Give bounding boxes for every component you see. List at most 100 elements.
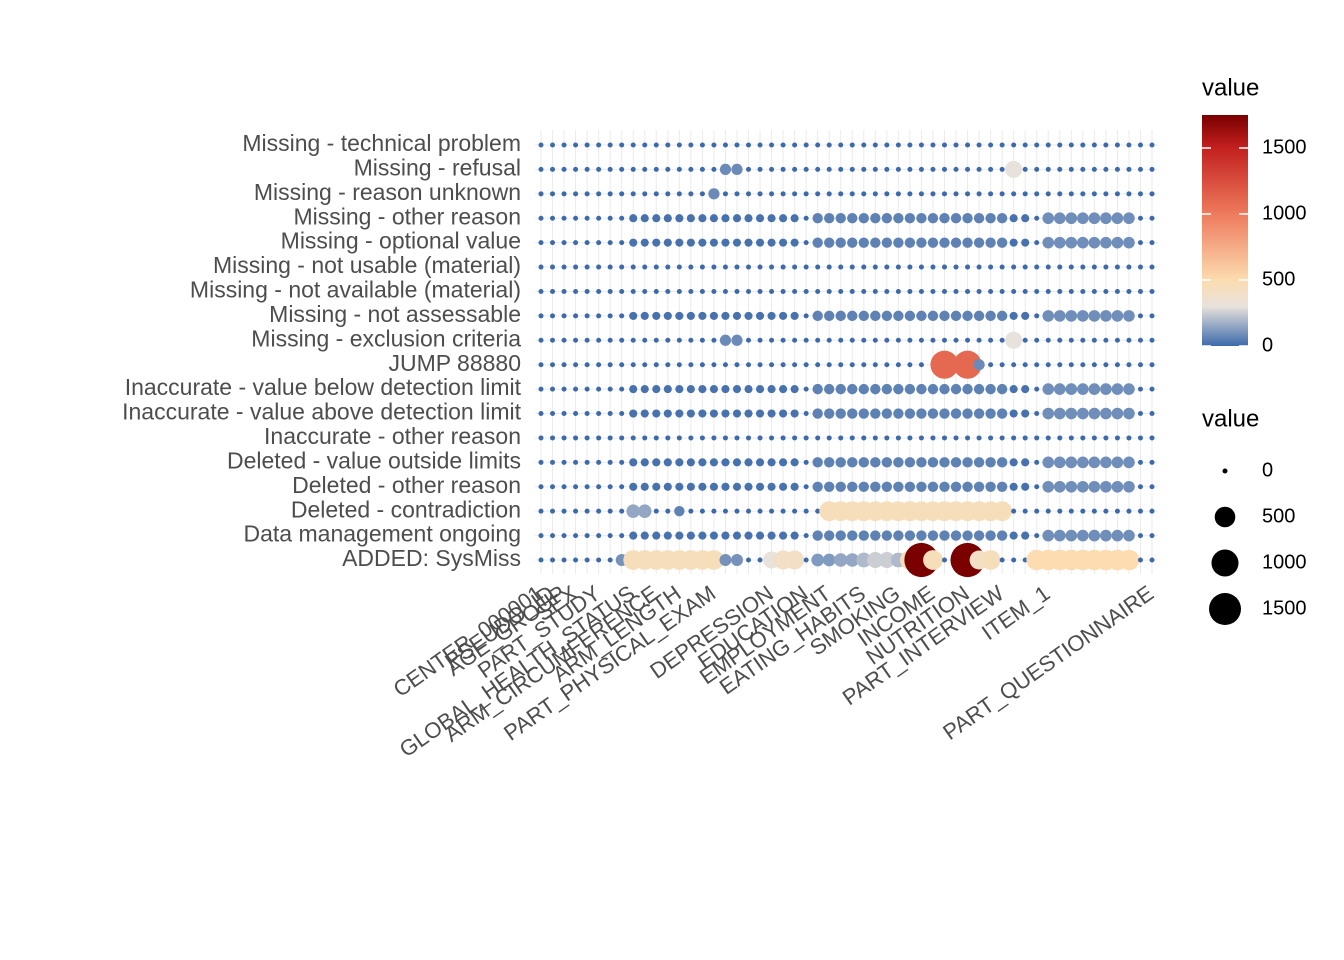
dot (1080, 362, 1086, 368)
dot (872, 191, 878, 197)
dot (999, 166, 1005, 172)
dot (927, 530, 939, 541)
dot (757, 142, 763, 148)
dot (607, 313, 613, 319)
dot (1009, 214, 1018, 223)
dot (769, 435, 775, 441)
dot (907, 337, 913, 343)
dot (847, 310, 858, 322)
dot (1077, 407, 1089, 420)
dot (893, 310, 904, 322)
dot (652, 531, 661, 540)
colorbar-label: 0 (1262, 334, 1273, 356)
dot (861, 166, 867, 172)
dot (858, 530, 869, 541)
dot (584, 386, 590, 392)
dot (1042, 480, 1055, 493)
dot (996, 408, 1008, 419)
dot (988, 264, 994, 270)
dot (884, 264, 890, 270)
dot (895, 337, 901, 343)
dot (1057, 166, 1063, 172)
dot (699, 166, 705, 172)
dot (803, 557, 809, 563)
dot (941, 142, 947, 148)
dot (923, 550, 943, 570)
dot (663, 311, 672, 320)
dot (652, 238, 661, 247)
dot (1077, 480, 1089, 493)
dot (619, 191, 625, 197)
y-tick-label: Deleted - other reason (292, 472, 521, 498)
dot (607, 508, 613, 514)
dot (973, 530, 985, 541)
dot (1021, 458, 1030, 467)
dot (1123, 480, 1135, 493)
dot (1011, 557, 1017, 563)
dot (916, 237, 927, 248)
dot (722, 264, 728, 270)
dot (939, 310, 950, 322)
dot (976, 337, 982, 343)
dot (731, 163, 743, 176)
y-tick-label: JUMP 88880 (388, 350, 521, 376)
dot (767, 531, 776, 540)
dot (538, 533, 544, 539)
dot (965, 142, 971, 148)
dot (1123, 407, 1135, 420)
dot (881, 408, 893, 419)
dot (1137, 386, 1143, 392)
dot (1080, 508, 1086, 514)
dot (803, 508, 809, 514)
dot (640, 385, 649, 394)
dot (953, 142, 959, 148)
dot (755, 214, 765, 223)
dot (895, 362, 901, 368)
dot (1022, 557, 1028, 563)
dot (1045, 362, 1051, 368)
dot (996, 383, 1008, 395)
dot (642, 142, 648, 148)
dot (1149, 459, 1155, 465)
dot (907, 191, 913, 197)
dot (573, 337, 579, 343)
dot (767, 214, 776, 223)
dot (596, 508, 602, 514)
dot (596, 386, 602, 392)
dot (847, 457, 858, 468)
dot (847, 213, 858, 224)
dot (870, 530, 881, 541)
dot (812, 408, 823, 419)
dot (746, 362, 752, 368)
dot (626, 504, 640, 518)
dot (1137, 337, 1143, 343)
dot (1114, 288, 1120, 294)
dot (653, 508, 659, 514)
dot (999, 191, 1005, 197)
dot (985, 481, 996, 492)
dot (744, 409, 753, 418)
dot (722, 288, 728, 294)
dot (642, 337, 648, 343)
dot (746, 142, 752, 148)
dot (996, 310, 1008, 322)
dot (642, 288, 648, 294)
dot (607, 288, 613, 294)
dot (1045, 435, 1051, 441)
dot (1077, 383, 1089, 395)
dot (1103, 362, 1109, 368)
dot (858, 213, 869, 224)
dot (858, 237, 869, 248)
dot (918, 337, 924, 343)
dot (939, 383, 950, 395)
dot (1057, 508, 1063, 514)
dot (607, 557, 613, 563)
dot (744, 238, 753, 247)
size-label: 0 (1262, 459, 1273, 481)
dot (1057, 337, 1063, 343)
dot (835, 457, 846, 468)
dot (845, 553, 860, 567)
dot (1022, 435, 1028, 441)
dot (734, 508, 740, 514)
dot (1053, 383, 1066, 395)
